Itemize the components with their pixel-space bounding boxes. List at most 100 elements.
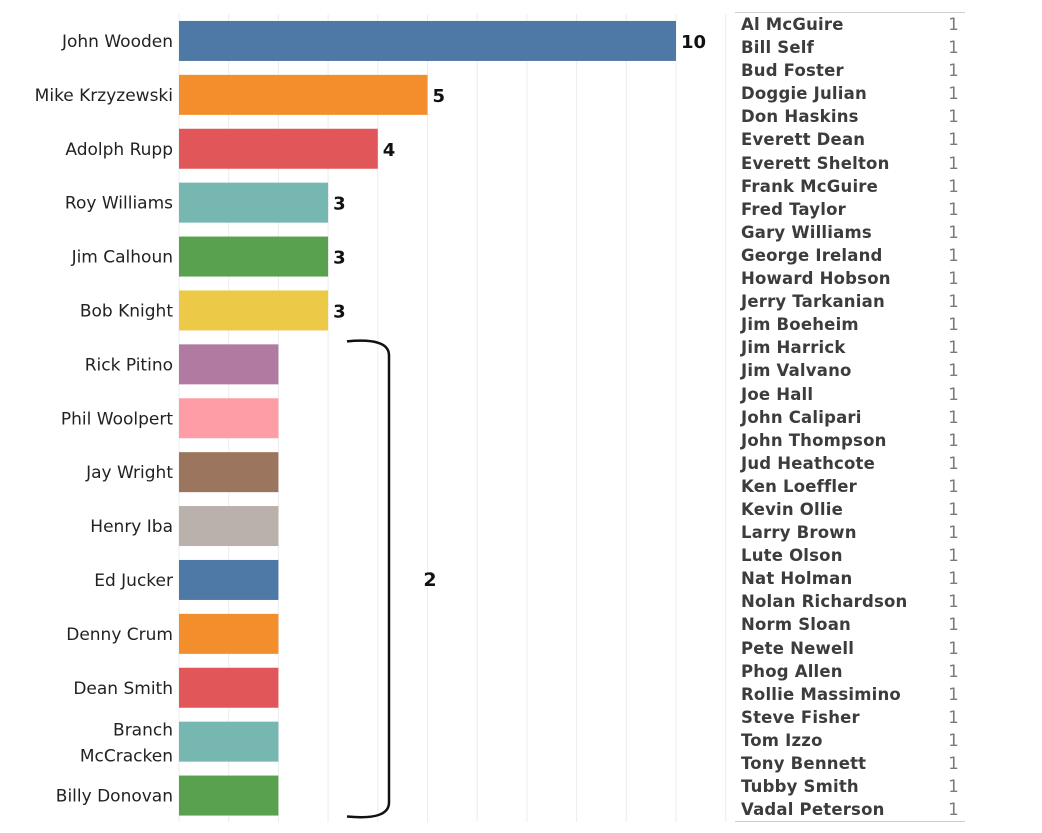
coach-count-table: Al McGuire 1 Bill Self 1 Bud Foster 1 Doggie J… bbox=[735, 12, 965, 822]
coach-name: Nat Holman bbox=[741, 569, 853, 589]
title-count: 1 bbox=[948, 15, 959, 34]
table-row: Howard Hobson 1 bbox=[735, 267, 965, 290]
coach-name: Tubby Smith bbox=[741, 777, 859, 797]
coach-name: Vadal Peterson bbox=[741, 800, 885, 820]
value-label: 3 bbox=[333, 301, 346, 322]
category-label: Denny Crum bbox=[66, 625, 173, 645]
coach-name: Rollie Massimino bbox=[741, 684, 901, 704]
title-count: 1 bbox=[948, 407, 959, 427]
table-row: Al McGuire 1 bbox=[735, 13, 965, 36]
bar bbox=[179, 344, 279, 385]
value-label: 10 bbox=[681, 32, 706, 53]
table-row: Doggie Julian 1 bbox=[735, 82, 965, 105]
table-row: Gary Williams 1 bbox=[735, 221, 965, 244]
coach-name: Don Haskins bbox=[741, 107, 859, 127]
table-row: Everett Shelton 1 bbox=[735, 152, 965, 175]
title-count: 1 bbox=[948, 176, 959, 196]
value-label: 3 bbox=[333, 194, 346, 215]
table-row: Tubby Smith 1 bbox=[735, 775, 965, 798]
table-row: Pete Newell 1 bbox=[735, 637, 965, 660]
bar bbox=[179, 613, 279, 654]
table-row: Nat Holman 1 bbox=[735, 567, 965, 590]
table-row: Norm Sloan 1 bbox=[735, 613, 965, 636]
title-count: 1 bbox=[948, 222, 959, 242]
table-row: Bill Self 1 bbox=[735, 36, 965, 59]
bar bbox=[179, 290, 329, 331]
coach-name: Jim Boeheim bbox=[741, 315, 859, 335]
table-row: John Calipari 1 bbox=[735, 406, 965, 429]
coach-name: Bud Foster bbox=[741, 61, 844, 81]
category-label: Roy Williams bbox=[65, 194, 173, 214]
table-row: Jim Harrick 1 bbox=[735, 336, 965, 359]
category-label: Jim Calhoun bbox=[71, 248, 173, 268]
table-row: Everett Dean 1 bbox=[735, 128, 965, 151]
title-count: 1 bbox=[948, 661, 959, 681]
table-row: Tony Bennett 1 bbox=[735, 752, 965, 775]
coach-name: John Calipari bbox=[741, 407, 862, 427]
table-row: Jim Boeheim 1 bbox=[735, 313, 965, 336]
table-row: Kevin Ollie 1 bbox=[735, 498, 965, 521]
coach-name: Everett Shelton bbox=[741, 153, 890, 173]
table-row: Bud Foster 1 bbox=[735, 59, 965, 82]
coach-name: George Ireland bbox=[741, 245, 883, 265]
category-label: Phil Woolpert bbox=[61, 409, 173, 429]
table-row: Steve Fisher 1 bbox=[735, 706, 965, 729]
table-row: Joe Hall 1 bbox=[735, 383, 965, 406]
coach-name: Gary Williams bbox=[741, 222, 872, 242]
coach-name: Kevin Ollie bbox=[741, 499, 843, 519]
category-label: Jay Wright bbox=[85, 463, 173, 483]
table-row: Rollie Massimino 1 bbox=[735, 683, 965, 706]
title-count: 1 bbox=[948, 361, 959, 381]
value-label: 4 bbox=[383, 140, 396, 161]
coach-name: Nolan Richardson bbox=[741, 592, 908, 612]
title-count: 1 bbox=[948, 800, 959, 820]
table-row: Jud Heathcote 1 bbox=[735, 452, 965, 475]
title-count: 1 bbox=[948, 315, 959, 335]
title-count: 1 bbox=[948, 730, 959, 750]
value-label: 5 bbox=[433, 86, 446, 107]
category-label: Rick Pitino bbox=[85, 355, 173, 375]
title-count: 1 bbox=[948, 61, 959, 81]
title-count: 1 bbox=[948, 476, 959, 496]
title-count: 1 bbox=[948, 615, 959, 635]
title-count: 1 bbox=[948, 199, 959, 219]
coach-name: Howard Hobson bbox=[741, 269, 891, 289]
coach-name: Pete Newell bbox=[741, 638, 855, 658]
bar bbox=[179, 398, 279, 439]
coach-name: Everett Dean bbox=[741, 130, 866, 150]
table-row: Don Haskins 1 bbox=[735, 105, 965, 128]
title-count: 1 bbox=[948, 592, 959, 612]
group-bracket bbox=[346, 339, 391, 819]
table-row: Larry Brown 1 bbox=[735, 521, 965, 544]
title-count: 1 bbox=[948, 638, 959, 658]
bar bbox=[179, 559, 279, 600]
title-count: 1 bbox=[948, 707, 959, 727]
coach-name: Norm Sloan bbox=[741, 615, 851, 635]
coach-name: Larry Brown bbox=[741, 523, 857, 543]
coach-name: Steve Fisher bbox=[741, 707, 860, 727]
title-count: 1 bbox=[948, 684, 959, 704]
coach-name: Frank McGuire bbox=[741, 176, 879, 196]
coach-name: Fred Taylor bbox=[741, 199, 846, 219]
bar-chart: John Wooden 10 Mike Krzyzewski 5 Adolph Rupp… bbox=[35, 14, 727, 822]
bar bbox=[179, 721, 279, 762]
coach-name: Doggie Julian bbox=[741, 84, 867, 104]
category-label: Mike Krzyzewski bbox=[35, 86, 173, 106]
table-row: Frank McGuire 1 bbox=[735, 175, 965, 198]
title-count: 1 bbox=[948, 269, 959, 289]
title-count: 1 bbox=[948, 777, 959, 797]
title-count: 1 bbox=[948, 338, 959, 358]
title-count: 1 bbox=[948, 384, 959, 404]
title-count: 1 bbox=[948, 38, 959, 58]
title-count: 1 bbox=[948, 84, 959, 104]
coach-name: Joe Hall bbox=[741, 384, 814, 404]
table-row: Fred Taylor 1 bbox=[735, 198, 965, 221]
table-row: Lute Olson 1 bbox=[735, 544, 965, 567]
bar bbox=[179, 128, 378, 169]
category-label: Bob Knight bbox=[80, 301, 173, 321]
bar bbox=[179, 452, 279, 493]
value-label: 3 bbox=[333, 248, 346, 269]
coach-name: Jim Valvano bbox=[741, 361, 852, 381]
table-row: Vadal Peterson 1 bbox=[735, 798, 965, 821]
table-row: Nolan Richardson 1 bbox=[735, 590, 965, 613]
